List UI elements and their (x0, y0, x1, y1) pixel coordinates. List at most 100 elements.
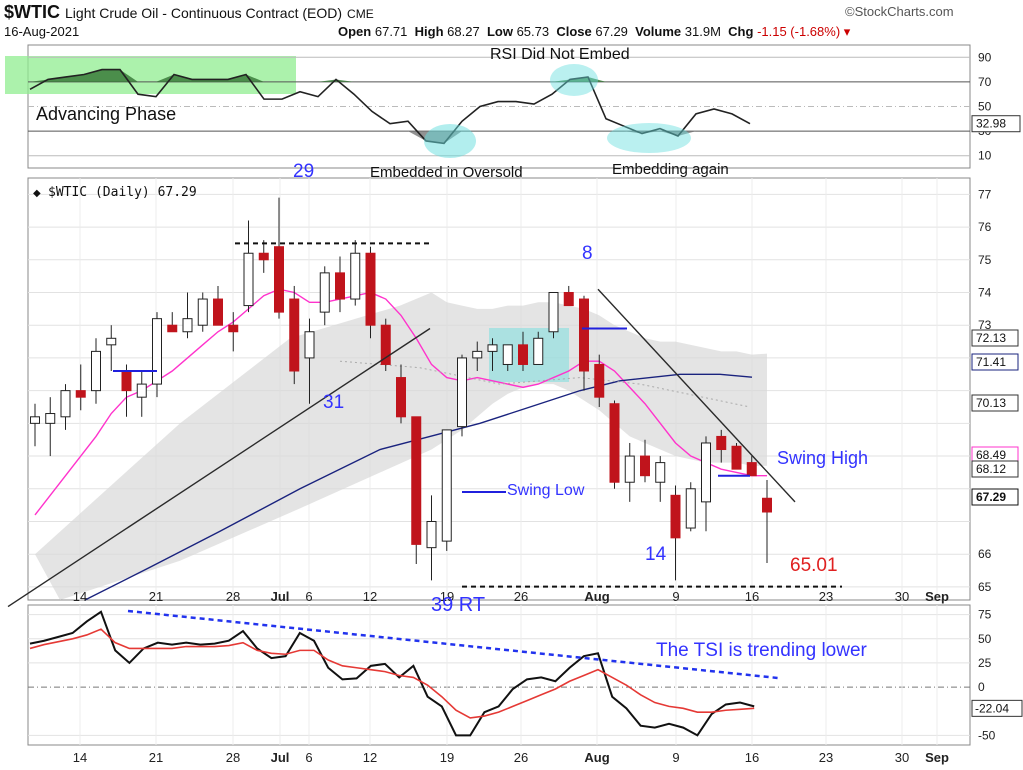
ma-blue-line (84, 373, 753, 601)
candle-body (487, 344, 498, 352)
candle-body (197, 298, 208, 326)
candle-body (655, 462, 666, 483)
high-label: High (414, 24, 444, 39)
uptrend-line (7, 327, 431, 608)
price-value-label: 72.13 (976, 331, 1006, 345)
candle-body (304, 331, 315, 359)
candle-body (548, 291, 559, 333)
price-panel-title: $WTIC (Daily) 67.29 (48, 185, 197, 200)
candle-legend-icon: ◆ (33, 188, 41, 199)
candle-body (228, 324, 239, 333)
candle-body (121, 370, 132, 392)
candle-body (518, 344, 528, 365)
candle-body (640, 455, 650, 477)
price-value-box (971, 460, 1019, 478)
annotations: RSI Did Not Embed Advancing Phase Embedded… (36, 46, 868, 661)
tsi-x-tick: 9 (672, 750, 679, 765)
price-x-tick: 28 (226, 589, 240, 604)
candle-body (762, 497, 772, 513)
candle-body (243, 252, 254, 307)
rsi-last-value-box (971, 115, 1021, 133)
price-panel: 656669737475767772.1371.4170.1368.4968.1… (7, 178, 1019, 608)
band-midline (339, 360, 751, 408)
count-14: 14 (645, 544, 667, 565)
price-highlight-box (489, 328, 569, 382)
rsi-line (29, 68, 751, 145)
price-x-tick: 30 (895, 589, 909, 604)
tsi-x-tick: 30 (895, 750, 909, 765)
tsi-tick-label: 50 (978, 632, 992, 646)
count-29: 29 (293, 161, 314, 182)
tsi-trend-dashed (127, 609, 779, 680)
candle-body (106, 337, 117, 346)
candle-body (533, 337, 544, 365)
tsi-x-tick: 19 (440, 750, 454, 765)
exchange: CME (347, 7, 374, 21)
symbol: $WTIC (4, 2, 60, 22)
tsi-tick-label: 25 (978, 656, 992, 670)
count-39-rt: 39 RT (431, 594, 485, 616)
price-x-tick: 21 (149, 589, 163, 604)
rsi-tick-label: 50 (978, 100, 992, 114)
tsi-x-tick: Sep (925, 750, 949, 765)
downtrend-line (597, 288, 796, 503)
tsi-frame (27, 604, 971, 746)
price-value-label: 70.13 (976, 396, 1006, 410)
rsi-highlight-oversold (424, 124, 476, 158)
candle-body (60, 390, 71, 418)
tsi-x-tick: 6 (305, 750, 312, 765)
tsi-x-tick: 16 (745, 750, 759, 765)
tsi-x-tick: 12 (363, 750, 377, 765)
price-tick-label: 65 (978, 580, 992, 594)
price-value-label: 71.41 (976, 355, 1006, 369)
embedding-again-note: Embedding again (612, 161, 729, 178)
candle-body (716, 435, 727, 451)
open-value: 67.71 (374, 24, 408, 39)
candle-body (701, 442, 711, 503)
candle-body (30, 416, 40, 424)
candle-body (136, 383, 147, 398)
open-label: Open (338, 24, 372, 39)
low-value: 65.73 (516, 24, 550, 39)
price-value-box (971, 394, 1019, 412)
volume-value: 31.9M (684, 24, 721, 39)
rsi-panel: 103050709032.98 (5, 50, 1021, 163)
candle-body (350, 252, 361, 300)
symbol-title: $WTIC Light Crude Oil - Continuous Contr… (4, 2, 374, 23)
price-x-tick: Sep (925, 589, 949, 604)
tsi-last-value-box (971, 699, 1023, 717)
candle-body (609, 403, 620, 483)
rsi-tick-label: 10 (978, 149, 992, 163)
candle-body (396, 377, 406, 418)
candle-body (579, 298, 589, 372)
tsi-x-tick: 14 (73, 750, 87, 765)
price-value-box (971, 488, 1019, 506)
chg-label: Chg (728, 24, 754, 39)
price-tick-label: 76 (978, 220, 992, 234)
price-x-tick: 23 (819, 589, 833, 604)
candle-body (426, 520, 437, 549)
candle-body (502, 344, 513, 365)
tsi-x-tick: 21 (149, 750, 163, 765)
candle-body (319, 272, 330, 313)
advancing-phase-band (5, 56, 296, 94)
candle-body (213, 298, 223, 326)
tsi-last-value: -22.04 (975, 701, 1009, 715)
price-tick-label: 75 (978, 253, 992, 267)
price-value-box (971, 353, 1019, 371)
tsi-x-tick: Aug (584, 750, 609, 765)
candle-body (152, 318, 162, 385)
candle-body (91, 350, 101, 392)
candle-body (274, 246, 284, 313)
tsi-tick-label: 0 (978, 680, 985, 694)
price-x-tick: Jul (271, 589, 290, 604)
close-value: 67.29 (595, 24, 628, 39)
chart-header: $WTIC Light Crude Oil - Continuous Contr… (0, 0, 1023, 42)
tsi-tick-label: 75 (978, 608, 992, 622)
embedded-oversold-note: Embedded in Oversold (370, 164, 523, 181)
candle-body (457, 357, 467, 428)
swing-low-label: Swing Low (507, 482, 585, 499)
candle-body (365, 252, 376, 326)
candle-body (182, 318, 193, 333)
